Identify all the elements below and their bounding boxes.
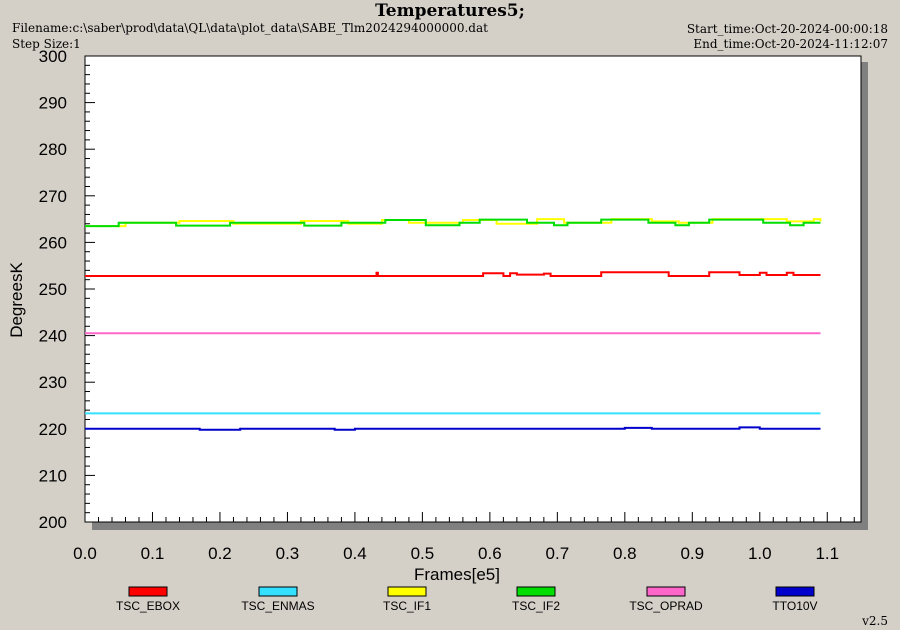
legend-label: TSC_ENMAS [241, 599, 314, 613]
x-tick-label: 0.5 [411, 544, 435, 563]
step-size-label: Step Size:1 [12, 37, 81, 51]
legend-swatch [128, 586, 168, 597]
legend-swatch [775, 586, 815, 597]
series-lines [85, 218, 822, 431]
x-tick-label: 1.0 [748, 544, 772, 563]
y-tick-label: 250 [39, 280, 67, 299]
legend-label: TSC_IF1 [383, 599, 431, 613]
legend-swatch [387, 586, 427, 597]
legend-label: TSC_IF2 [512, 599, 560, 613]
y-axis-label: DegreesK [7, 262, 26, 338]
end-time-label: End_time:Oct-20-2024-11:12:07 [693, 37, 888, 51]
legend-swatch [516, 586, 556, 597]
y-tick-label: 240 [39, 327, 67, 346]
x-tick-label: 0.0 [73, 544, 97, 563]
x-tick-label: 0.7 [546, 544, 570, 563]
y-tick-label: 220 [39, 420, 67, 439]
y-tick-label: 260 [39, 233, 67, 252]
legend-label: TTO10V [772, 599, 817, 613]
x-tick-label: 1.1 [815, 544, 839, 563]
x-tick-label: 0.4 [343, 544, 367, 563]
filename-label: Filename:c:\saber\prod\data\QL\data\plot… [12, 21, 488, 35]
y-tick-label: 200 [39, 513, 67, 532]
x-tick-label: 0.9 [680, 544, 704, 563]
x-tick-label: 0.1 [141, 544, 165, 563]
legend-swatch [646, 586, 686, 597]
x-axis-label: Frames[e5] [414, 565, 500, 584]
legend-swatch [258, 586, 298, 597]
y-tick-label: 290 [39, 94, 67, 113]
y-tick-label: 230 [39, 373, 67, 392]
y-tick-label: 300 [39, 47, 67, 66]
y-tick-label: 270 [39, 187, 67, 206]
plot-area [84, 55, 862, 523]
version-label: v2.5 [862, 614, 888, 628]
legend-label: TSC_OPRAD [629, 599, 703, 613]
tick-labels: 200 210 220 230 240 250 260 270 280 290 300 0.0 0.1 0… [39, 47, 839, 563]
x-tick-label: 0.6 [478, 544, 502, 563]
start-time-label: Start_time:Oct-20-2024-00:00:18 [686, 22, 888, 36]
y-tick-label: 210 [39, 466, 67, 485]
series-line-tsc-if2 [85, 218, 821, 228]
series-line-tsc-ebox [85, 271, 821, 277]
x-tick-label: 0.2 [208, 544, 232, 563]
y-tick-label: 280 [39, 140, 67, 159]
x-tick-label: 0.8 [613, 544, 637, 563]
x-tick-label: 0.3 [276, 544, 300, 563]
series-line-tto10v [85, 426, 821, 431]
legend-label: TSC_EBOX [116, 599, 180, 613]
legend: TSC_EBOX TSC_ENMAS TSC_IF1 TSC_IF2 TSC_OPRAD… [116, 586, 818, 613]
plot-title: Temperatures5; [375, 1, 525, 21]
